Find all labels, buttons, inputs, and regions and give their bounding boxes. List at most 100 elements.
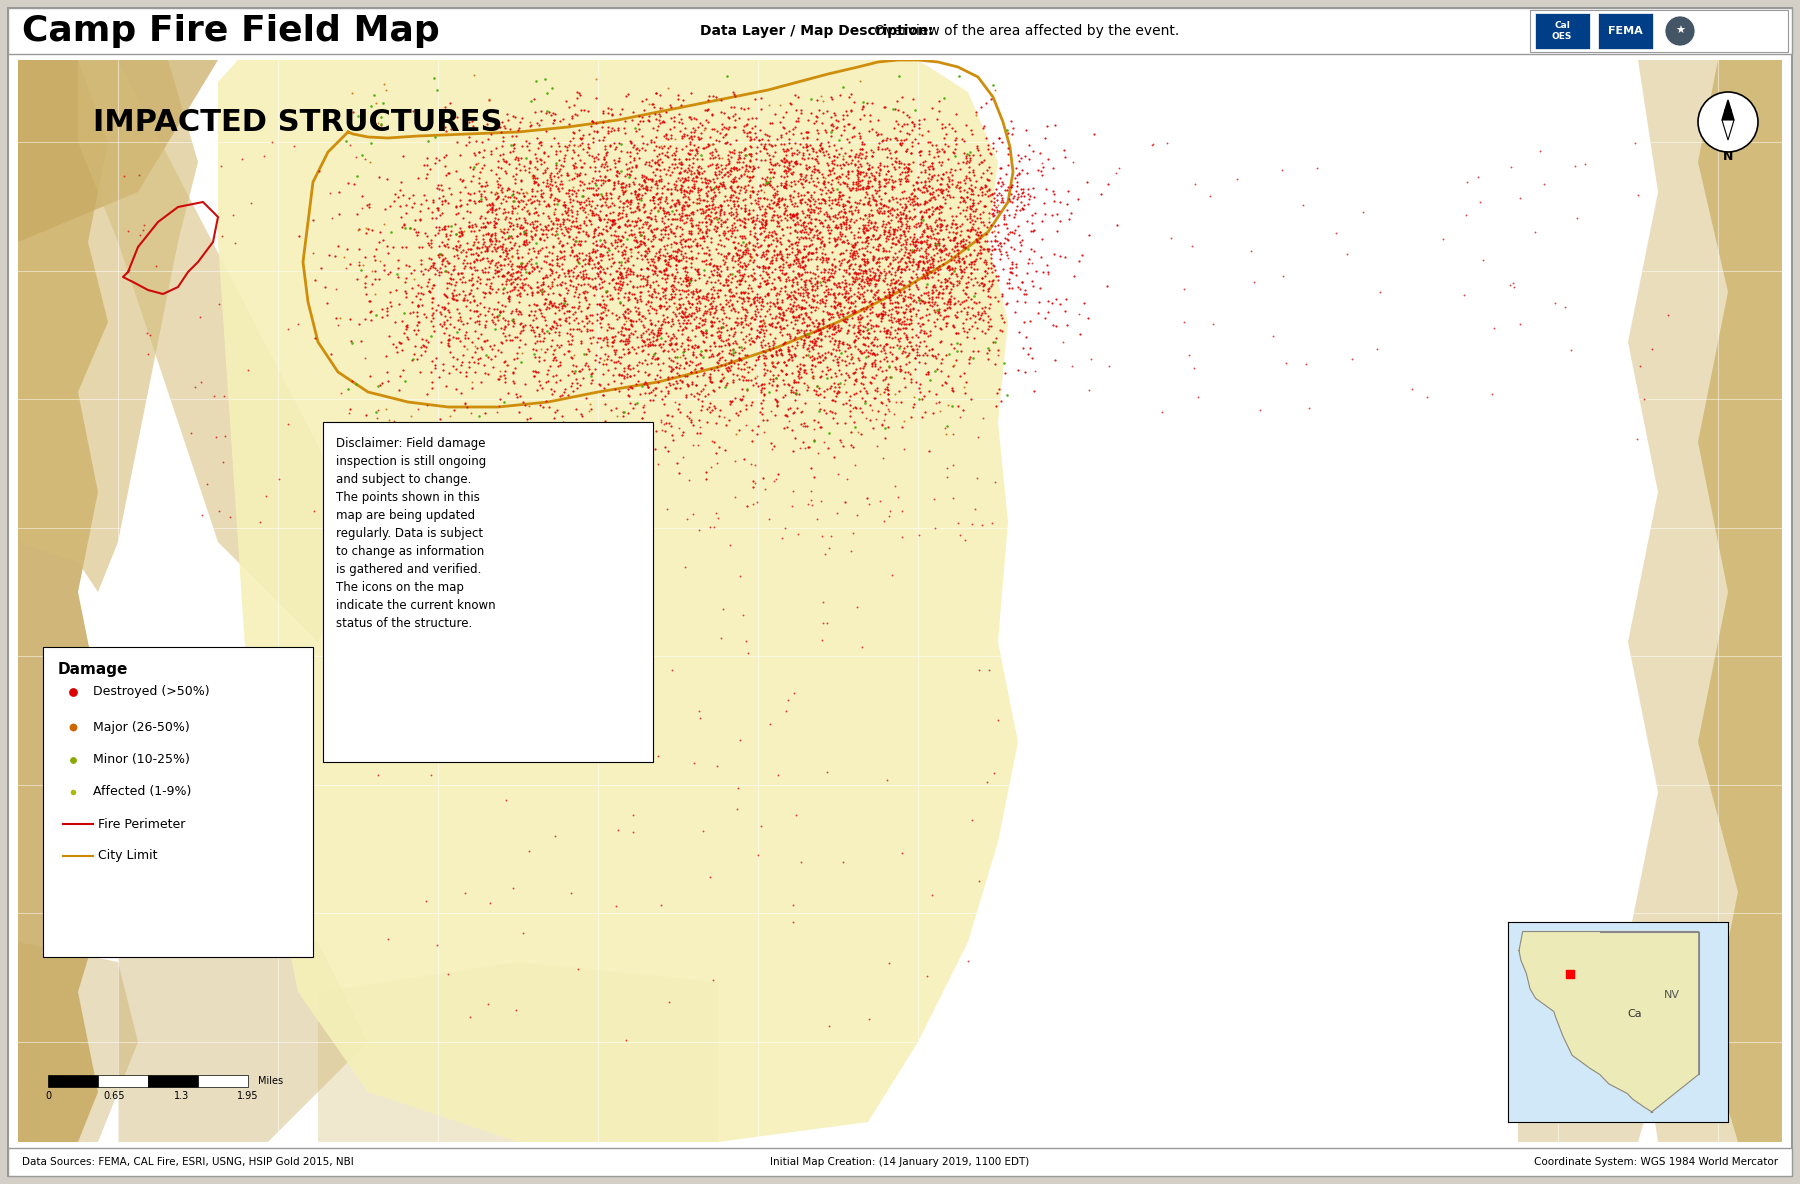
Point bbox=[853, 384, 882, 403]
Point bbox=[434, 336, 463, 355]
Point bbox=[981, 333, 1010, 352]
Point bbox=[850, 135, 878, 154]
Point bbox=[524, 134, 553, 153]
Point bbox=[427, 191, 455, 210]
Point bbox=[956, 219, 985, 238]
Point bbox=[412, 307, 441, 326]
Point bbox=[569, 157, 598, 176]
Point bbox=[542, 445, 571, 464]
Point bbox=[733, 345, 761, 363]
Point bbox=[544, 298, 572, 317]
Point bbox=[869, 371, 898, 390]
Point bbox=[797, 281, 826, 300]
Point bbox=[716, 318, 745, 337]
Point bbox=[801, 264, 830, 283]
Point bbox=[675, 156, 704, 175]
Point bbox=[560, 105, 589, 124]
Point bbox=[603, 288, 632, 307]
Point bbox=[808, 189, 837, 208]
Point bbox=[607, 275, 635, 294]
Point bbox=[603, 262, 632, 281]
Point bbox=[590, 136, 619, 155]
Point bbox=[761, 212, 790, 231]
Point bbox=[1321, 224, 1350, 243]
Point bbox=[725, 337, 754, 356]
Point bbox=[616, 215, 644, 234]
Point bbox=[887, 184, 916, 202]
Point bbox=[841, 301, 869, 320]
Point bbox=[855, 218, 884, 237]
Point bbox=[810, 400, 839, 419]
Point bbox=[715, 152, 743, 170]
Point bbox=[520, 334, 549, 353]
Point bbox=[488, 275, 517, 294]
Point bbox=[851, 229, 880, 247]
Point bbox=[837, 302, 866, 321]
Point bbox=[527, 282, 556, 301]
Point bbox=[839, 173, 868, 192]
Point bbox=[529, 281, 558, 300]
Point bbox=[913, 199, 941, 218]
Point bbox=[761, 245, 790, 264]
Point bbox=[524, 278, 553, 297]
Point bbox=[657, 155, 686, 174]
Point bbox=[833, 316, 862, 335]
Point bbox=[416, 731, 445, 749]
Point bbox=[682, 143, 711, 162]
Point bbox=[677, 214, 706, 233]
Point bbox=[477, 274, 506, 292]
Point bbox=[997, 278, 1026, 297]
Point bbox=[574, 179, 603, 198]
Point bbox=[459, 167, 488, 186]
Point bbox=[988, 322, 1017, 341]
Point bbox=[567, 129, 596, 148]
Point bbox=[1013, 345, 1042, 363]
Point bbox=[824, 340, 853, 359]
Point bbox=[643, 301, 671, 320]
Point bbox=[815, 165, 844, 184]
Point bbox=[590, 350, 619, 369]
Point bbox=[814, 156, 842, 175]
Point bbox=[774, 341, 803, 360]
Point bbox=[612, 175, 641, 194]
Point bbox=[598, 193, 626, 212]
Point bbox=[720, 287, 749, 305]
Point bbox=[904, 279, 932, 298]
Point bbox=[837, 308, 866, 327]
Point bbox=[490, 250, 518, 269]
Point bbox=[527, 224, 556, 243]
Point bbox=[977, 275, 1006, 294]
Point bbox=[713, 276, 742, 295]
Point bbox=[599, 252, 628, 271]
Point bbox=[576, 249, 605, 268]
Point bbox=[554, 206, 583, 225]
Point bbox=[626, 259, 655, 278]
Point bbox=[925, 204, 954, 223]
Point bbox=[716, 279, 745, 298]
Point bbox=[644, 321, 673, 340]
Point bbox=[502, 262, 531, 281]
Point bbox=[686, 264, 715, 283]
Point bbox=[689, 366, 718, 385]
Point bbox=[585, 210, 614, 229]
Point bbox=[799, 163, 828, 182]
Point bbox=[781, 214, 810, 233]
Point bbox=[373, 371, 401, 390]
Point bbox=[518, 218, 547, 237]
Point bbox=[585, 130, 614, 149]
Point bbox=[956, 142, 985, 161]
Point bbox=[661, 393, 689, 412]
Point bbox=[967, 153, 995, 172]
Point bbox=[905, 353, 934, 372]
Point bbox=[794, 189, 823, 208]
Point bbox=[772, 355, 801, 374]
Point bbox=[500, 149, 529, 168]
Point bbox=[736, 185, 765, 204]
Point bbox=[893, 217, 922, 236]
Point bbox=[468, 230, 497, 249]
Point bbox=[554, 341, 583, 360]
Point bbox=[839, 229, 868, 247]
Point bbox=[704, 178, 733, 197]
Point bbox=[565, 128, 594, 147]
Point bbox=[502, 204, 531, 223]
